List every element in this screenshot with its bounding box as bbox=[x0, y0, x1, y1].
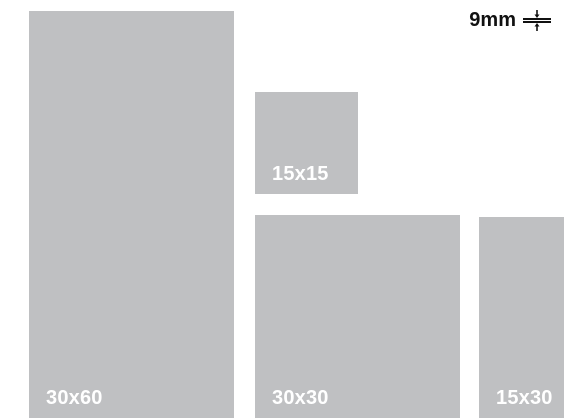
tile-size-label: 15x30 bbox=[496, 387, 553, 409]
joint-width-icon bbox=[523, 10, 551, 31]
tile-size-label: 15x15 bbox=[272, 163, 329, 185]
tile-30x30: 30x30 bbox=[255, 215, 460, 418]
joint-width-indicator: 9mm bbox=[469, 8, 552, 32]
tile-size-label: 30x60 bbox=[46, 387, 103, 409]
joint-width-label: 9mm bbox=[469, 9, 516, 31]
tile-15x15: 15x15 bbox=[255, 92, 358, 194]
tile-15x30: 15x30 bbox=[479, 217, 564, 418]
tile-30x60: 30x60 bbox=[29, 11, 234, 418]
tile-size-label: 30x30 bbox=[272, 387, 329, 409]
